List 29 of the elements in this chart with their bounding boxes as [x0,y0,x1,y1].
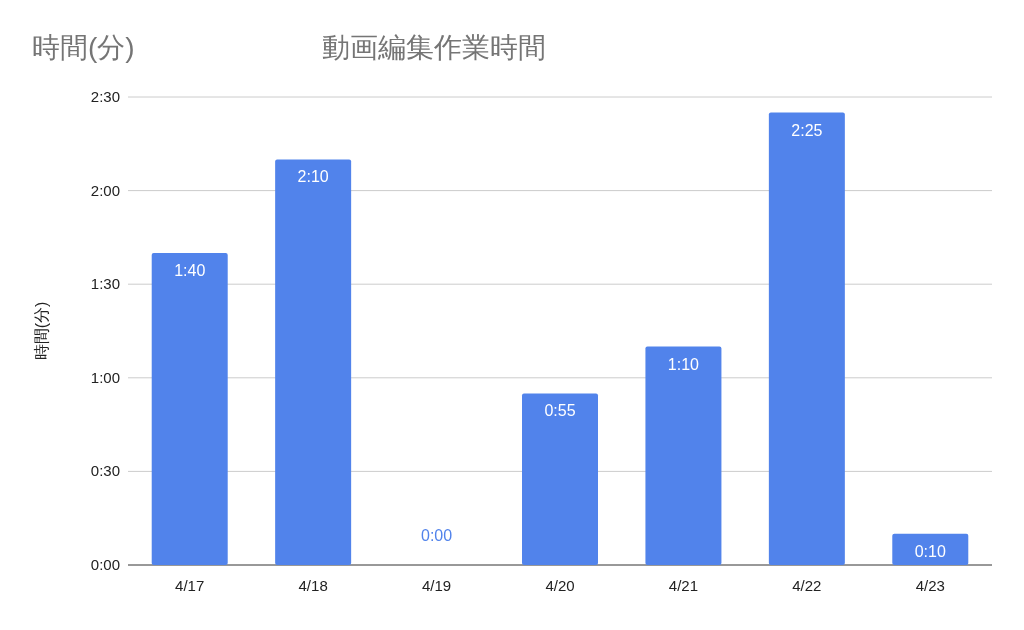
data-label: 0:10 [914,542,946,560]
bar [522,393,598,565]
bar [892,533,969,565]
data-label: 1:40 [174,262,206,279]
bar [275,159,352,565]
data-label: 2:10 [297,168,329,186]
x-tick-label: 4/21 [668,577,699,594]
y-tick-label: 2:30 [90,88,120,105]
x-tick-label: 4/17 [175,577,205,594]
x-tick-label: 4/20 [545,577,575,594]
bar [645,346,722,565]
data-label: 2:25 [791,121,823,139]
x-tick-label: 4/19 [421,577,452,594]
data-label: 0:00 [421,527,453,544]
data-label: 0:55 [544,402,576,420]
y-tick-label: 1:00 [90,368,120,386]
x-tick-label: 4/22 [792,577,822,594]
x-tick-label: 4/18 [298,577,328,594]
y-axis-title: 時間(分) [33,301,50,361]
y-tick-label: 0:30 [90,462,120,480]
bar [768,112,845,565]
text: 時間(分) [32,32,135,63]
chart-title: 動画編集作業時間 [322,32,546,63]
x-tick-label: 4/23 [915,577,945,594]
y-tick-label: 2:00 [90,181,120,199]
data-label: 1:10 [667,355,700,373]
bar [151,253,228,565]
y-tick-label: 1:30 [90,275,120,293]
y-tick-label: 0:00 [90,556,120,573]
